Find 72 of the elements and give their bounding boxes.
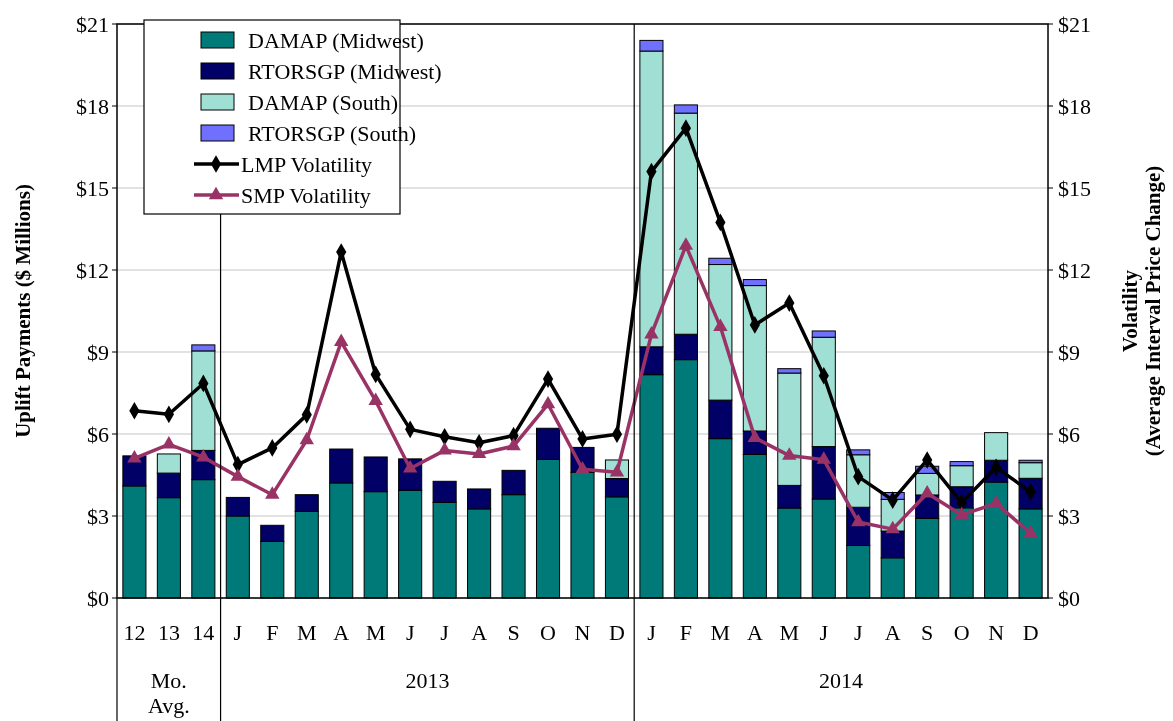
x-tick-label: O [953, 619, 970, 645]
x-tick-label: J [853, 619, 863, 645]
y2-tick-label: $15 [1058, 175, 1091, 201]
point [471, 445, 487, 459]
x-tick-label: J [233, 619, 243, 645]
point [782, 447, 797, 460]
text: 2013 [405, 667, 450, 693]
x-tick-label: O [540, 619, 556, 645]
y-tick-label: $3 [87, 503, 109, 529]
point [368, 392, 383, 406]
x-tick-label: J [440, 619, 450, 645]
point [506, 437, 521, 451]
y2-tick-label: $3 [1058, 503, 1080, 529]
x-tick-label: J [405, 619, 415, 645]
y-tick-label: $15 [76, 175, 109, 201]
x-tick-label: M [710, 619, 731, 645]
x-tick-label: 13 [157, 619, 180, 645]
legend-label: DAMAP (South) [248, 89, 399, 115]
y-axis-title: Uplift Payments ($ Millions) [11, 184, 35, 438]
x-tick-label: F [679, 619, 693, 645]
text: 2014 [819, 667, 864, 693]
point [196, 448, 211, 462]
y2-tick-label: $6 [1058, 421, 1080, 447]
x-tick-label: A [471, 619, 488, 645]
x-tick-label: J [647, 619, 657, 645]
y2-tick-label: $0 [1058, 585, 1080, 611]
point [540, 395, 556, 409]
point [678, 237, 694, 250]
point [644, 325, 659, 339]
x-tick-label: S [921, 619, 934, 645]
point [816, 451, 831, 464]
y2-tick-label: $9 [1058, 339, 1080, 365]
point [437, 442, 452, 455]
point [265, 486, 280, 499]
x-tick-label: J [819, 619, 829, 645]
text: Mo. Avg. [147, 667, 190, 718]
point [161, 436, 177, 449]
point [885, 520, 900, 534]
point [299, 431, 314, 445]
x-tick-label: M [296, 619, 317, 645]
x-tick-label: A [333, 619, 350, 645]
y-tick-label: $18 [76, 93, 109, 119]
point [1023, 524, 1038, 538]
x-tick-label: F [266, 619, 279, 645]
point [988, 495, 1004, 508]
point [230, 468, 246, 481]
y-tick-label: $21 [76, 11, 109, 37]
legend-label: LMP Volatility [241, 151, 373, 177]
x-tick-label: N [574, 619, 591, 645]
x-tick-label: M [779, 619, 800, 645]
x-tick-label: S [507, 619, 520, 645]
x-tick-label: 12 [123, 619, 146, 645]
x-tick-label: A [884, 619, 901, 645]
y-tick-label: $12 [76, 257, 109, 283]
y-tick-label: $6 [87, 421, 109, 447]
y2-tick-label: $12 [1058, 257, 1091, 283]
x-tick-label: M [365, 619, 386, 645]
x-tick-label: N [988, 619, 1005, 645]
y-tick-label: $9 [87, 339, 109, 365]
x-tick-label: D [1022, 619, 1039, 645]
point [713, 318, 728, 332]
point [334, 333, 349, 347]
x-tick-label: D [609, 619, 625, 645]
point [127, 450, 142, 463]
y-tick-label: $0 [87, 585, 109, 611]
y2-tick-label: $18 [1058, 93, 1091, 119]
x-tick-label: 14 [192, 619, 215, 645]
y2-tick-label: $21 [1058, 11, 1091, 37]
legend-label: SMP Volatility [241, 182, 371, 208]
point [954, 506, 969, 520]
y2-axis-title: Volatility (Average Interval Price Change) [1118, 165, 1166, 457]
x-tick-label: A [746, 619, 763, 645]
